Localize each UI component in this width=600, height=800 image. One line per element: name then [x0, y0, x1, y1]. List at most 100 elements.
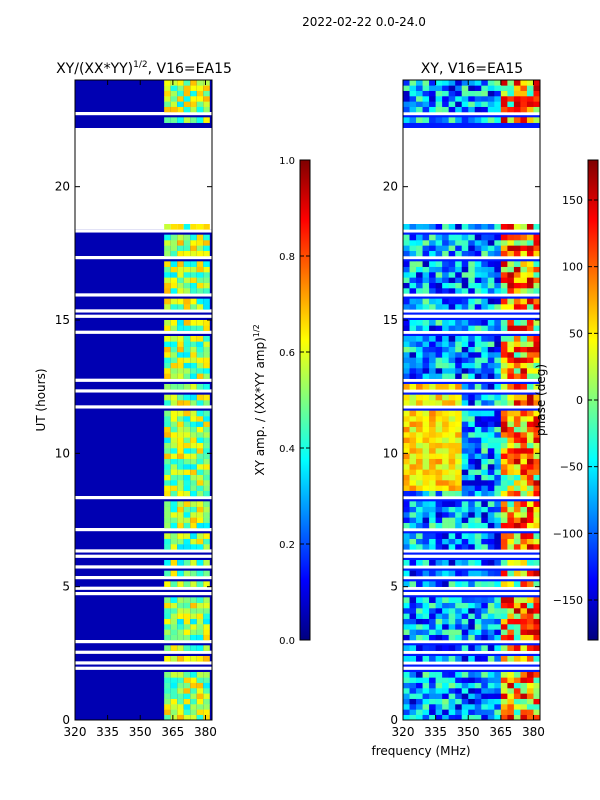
phase-cell	[403, 709, 410, 715]
phase-cell	[409, 613, 417, 619]
amplitude-cell	[164, 522, 171, 529]
phase-cell	[442, 90, 449, 97]
phase-cell	[429, 304, 436, 310]
phase-cell	[494, 608, 502, 614]
phase-cell	[500, 693, 508, 699]
phase-cell	[526, 682, 534, 689]
amplitude-cell	[177, 96, 184, 102]
phase-cell	[442, 490, 449, 497]
phase-cell	[455, 714, 463, 720]
phase-cell	[474, 320, 482, 326]
amplitude-cell	[190, 560, 197, 566]
phase-cell	[526, 224, 534, 230]
phase-cell	[468, 272, 476, 278]
phase-cell	[455, 373, 463, 379]
amplitude-cell	[177, 304, 184, 310]
amplitude-cell	[164, 304, 171, 310]
phase-flag-row	[403, 496, 540, 500]
amplitude-cell	[170, 362, 178, 369]
phase-cell	[468, 698, 476, 705]
phase-cell	[526, 442, 534, 449]
phase-cell	[507, 234, 515, 241]
phase-cell	[422, 80, 430, 86]
phase-cell	[455, 485, 463, 491]
phase-cell	[533, 80, 540, 81]
phase-cell	[422, 341, 430, 347]
phase-cell	[468, 90, 476, 97]
amplitude-cell	[190, 336, 197, 342]
phase-cell	[455, 421, 463, 427]
amplitude-colorbar-tick-label: 0.8	[279, 252, 295, 263]
phase-cell	[461, 250, 469, 257]
phase-cell	[442, 464, 449, 470]
phase-cell	[442, 474, 449, 481]
phase-cell	[435, 693, 443, 699]
phase-cell	[494, 394, 502, 401]
amplitude-cell	[170, 357, 178, 363]
phase-cell	[455, 581, 463, 587]
phase-cell	[474, 618, 482, 625]
phase-cell	[526, 304, 534, 310]
phase-cell	[403, 336, 410, 342]
phase-cell	[468, 544, 476, 550]
phase-cell	[526, 512, 534, 518]
phase-cell	[500, 474, 508, 481]
phase-cell	[455, 688, 463, 694]
phase-cell	[435, 538, 443, 545]
amplitude-cell	[190, 704, 197, 710]
amplitude-cell	[177, 533, 184, 539]
phase-cell	[409, 261, 417, 267]
amplitude-cell	[170, 629, 178, 635]
phase-cell	[474, 224, 482, 230]
amplitude-cell	[170, 448, 178, 454]
phase-cell	[455, 656, 463, 662]
phase-cell	[416, 234, 423, 241]
phase-cell	[455, 261, 463, 267]
phase-cell	[481, 517, 489, 523]
amplitude-cell	[177, 464, 184, 470]
amplitude-cell	[183, 597, 191, 603]
amplitude-cell	[164, 677, 171, 683]
phase-cell	[474, 613, 482, 619]
phase-cell	[455, 624, 463, 630]
phase-cell	[526, 581, 534, 587]
phase-cell	[494, 480, 502, 486]
phase-cell	[500, 629, 508, 635]
amplitude-cell	[164, 480, 171, 486]
amplitude-cell	[190, 533, 197, 539]
phase-cell	[513, 384, 521, 390]
amplitude-cell	[203, 560, 210, 566]
phase-cell	[429, 96, 436, 102]
panel-amplitude-title-main: XY/(XX*YY)	[56, 61, 133, 77]
phase-cell	[468, 362, 476, 369]
amplitude-cell	[164, 602, 171, 609]
amplitude-cell	[190, 714, 197, 720]
phase-cell	[422, 394, 430, 401]
amplitude-cell	[183, 688, 191, 694]
phase-cell	[507, 224, 515, 230]
phase-cell	[487, 437, 495, 443]
amplitude-cell	[196, 421, 204, 427]
amplitude-cell	[196, 384, 204, 390]
phase-cell	[533, 266, 540, 273]
phase-cell	[507, 517, 515, 523]
phase-cell	[422, 368, 430, 374]
phase-cell	[422, 336, 430, 342]
phase-cell	[403, 368, 410, 374]
phase-cell	[520, 581, 528, 587]
amplitude-cell	[203, 634, 210, 641]
phase-cell	[487, 416, 495, 422]
phase-cell	[455, 357, 463, 363]
phase-cell	[520, 709, 528, 715]
phase-cell	[455, 426, 463, 433]
phase-cell	[403, 682, 410, 689]
amplitude-cell	[177, 560, 184, 566]
phase-cell	[507, 410, 515, 417]
phase-cell	[487, 501, 495, 507]
amplitude-cell	[203, 522, 210, 529]
phase-cell	[494, 432, 502, 438]
amplitude-cell	[196, 432, 204, 438]
phase-cell	[461, 693, 469, 699]
phase-cell	[403, 608, 410, 614]
phase-cell	[533, 624, 540, 630]
